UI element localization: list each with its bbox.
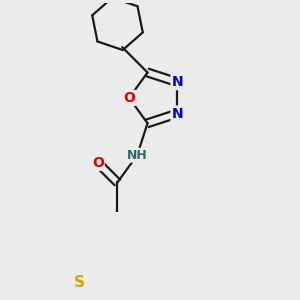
Text: S: S <box>74 275 85 290</box>
Text: NH: NH <box>127 149 148 162</box>
Text: O: O <box>92 156 104 170</box>
Text: O: O <box>123 91 135 105</box>
Text: N: N <box>172 106 183 121</box>
Text: N: N <box>172 75 183 89</box>
